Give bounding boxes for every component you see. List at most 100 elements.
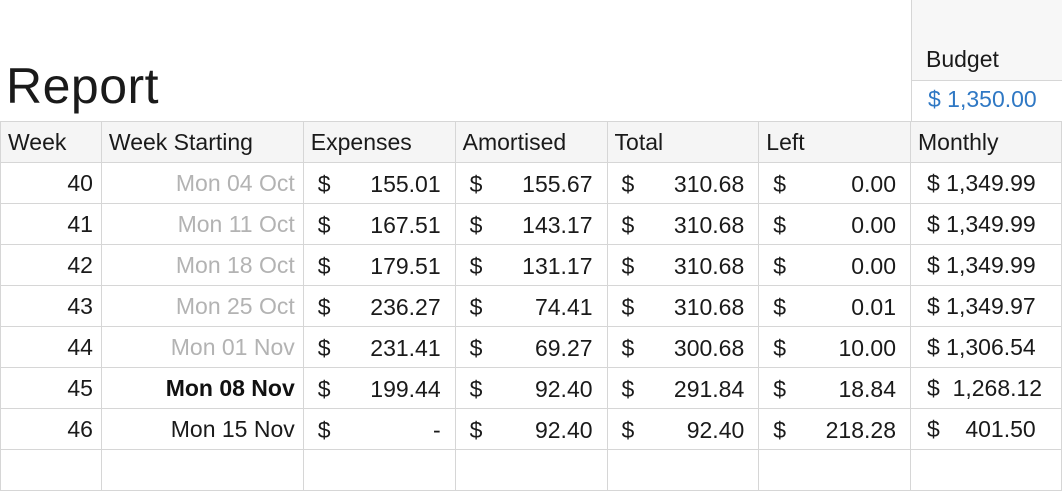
- expenses-cell[interactable]: $236.27: [302, 285, 456, 327]
- budget-panel: Budget $ 1,350.00: [911, 0, 1062, 121]
- amortised-amount: 74.41: [534, 294, 593, 320]
- amortised-amount: 155.67: [522, 171, 593, 197]
- currency-symbol: $: [317, 335, 331, 361]
- currency-symbol: $: [317, 171, 331, 197]
- amortised-cell[interactable]: $92.40: [454, 408, 608, 450]
- total-cell[interactable]: $300.68: [606, 326, 760, 368]
- amortised-cell[interactable]: $155.67: [454, 162, 608, 204]
- week-starting-cell[interactable]: Mon 04 Oct: [100, 162, 304, 204]
- amortised-cell[interactable]: $69.27: [454, 326, 608, 368]
- amortised-cell[interactable]: $131.17: [454, 244, 608, 286]
- report-table: Week Week Starting Expenses Amortised To…: [0, 121, 1062, 491]
- total-cell[interactable]: $310.68: [606, 244, 760, 286]
- empty-cell[interactable]: [910, 449, 1062, 491]
- empty-cell[interactable]: [758, 449, 911, 491]
- table-row: 40 Mon 04 Oct $155.01 $155.67 $310.68 $0.00 $ …: [0, 162, 1062, 204]
- currency-symbol: $: [773, 253, 787, 279]
- monthly-cell[interactable]: $ 1,349.99: [910, 203, 1062, 245]
- monthly-cell[interactable]: $ 1,306.54: [910, 326, 1062, 368]
- expenses-cell[interactable]: $179.51: [302, 244, 456, 286]
- week-cell[interactable]: 43: [0, 285, 102, 327]
- total-cell[interactable]: $310.68: [606, 285, 760, 327]
- week-starting-cell[interactable]: Mon 08 Nov: [100, 367, 304, 409]
- left-amount: 0.01: [851, 294, 896, 320]
- amortised-cell[interactable]: $143.17: [454, 203, 608, 245]
- currency-symbol: $: [773, 212, 787, 238]
- empty-cell[interactable]: [302, 449, 456, 491]
- expenses-cell[interactable]: $167.51: [302, 203, 456, 245]
- amortised-amount: 92.40: [534, 376, 593, 402]
- total-amount: 300.68: [673, 335, 745, 361]
- total-amount: 291.84: [673, 376, 745, 402]
- column-header-amortised[interactable]: Amortised: [454, 121, 608, 163]
- currency-symbol: $: [317, 253, 331, 279]
- monthly-cell[interactable]: $ 1,349.99: [910, 162, 1062, 204]
- week-starting-cell[interactable]: Mon 11 Oct: [100, 203, 304, 245]
- table-row: 42 Mon 18 Oct $179.51 $131.17 $310.68 $0.00 $ …: [0, 244, 1062, 286]
- empty-cell[interactable]: [100, 449, 304, 491]
- expenses-cell[interactable]: $231.41: [302, 326, 456, 368]
- table-row: 45 Mon 08 Nov $199.44 $92.40 $291.84 $18.84 $ …: [0, 367, 1062, 409]
- total-amount: 92.40: [686, 417, 745, 443]
- monthly-cell[interactable]: $ 1,268.12: [910, 367, 1062, 409]
- week-starting-cell[interactable]: Mon 01 Nov: [100, 326, 304, 368]
- total-cell[interactable]: $310.68: [606, 203, 760, 245]
- left-cell[interactable]: $0.01: [758, 285, 911, 327]
- week-cell[interactable]: 44: [0, 326, 102, 368]
- empty-cell[interactable]: [0, 449, 102, 491]
- left-amount: 10.00: [838, 335, 896, 361]
- expenses-cell[interactable]: $ -: [302, 408, 456, 450]
- week-cell[interactable]: 46: [0, 408, 102, 450]
- column-header-week-starting[interactable]: Week Starting: [100, 121, 304, 163]
- week-starting-cell[interactable]: Mon 25 Oct: [100, 285, 304, 327]
- total-amount: 310.68: [673, 294, 745, 320]
- expenses-cell[interactable]: $199.44: [302, 367, 456, 409]
- expenses-cell[interactable]: $155.01: [302, 162, 456, 204]
- left-amount: 218.28: [825, 417, 896, 443]
- currency-symbol: $: [469, 253, 483, 279]
- expenses-amount: 179.51: [370, 253, 441, 279]
- currency-symbol: $: [469, 212, 483, 238]
- week-starting-cell[interactable]: Mon 18 Oct: [100, 244, 304, 286]
- monthly-cell[interactable]: $ 1,349.99: [910, 244, 1062, 286]
- amortised-cell[interactable]: $74.41: [454, 285, 608, 327]
- expenses-amount: 167.51: [370, 212, 441, 238]
- currency-symbol: $: [469, 171, 483, 197]
- total-cell[interactable]: $310.68: [606, 162, 760, 204]
- monthly-cell[interactable]: $ 1,349.97: [910, 285, 1062, 327]
- left-cell[interactable]: $18.84: [758, 367, 911, 409]
- expenses-amount: 155.01: [370, 171, 441, 197]
- left-amount: 0.00: [851, 212, 896, 238]
- total-amount: 310.68: [673, 212, 745, 238]
- week-cell[interactable]: 45: [0, 367, 102, 409]
- currency-symbol: $: [621, 294, 635, 320]
- column-header-week[interactable]: Week: [0, 121, 102, 163]
- currency-symbol: $: [621, 253, 635, 279]
- left-cell[interactable]: $10.00: [758, 326, 911, 368]
- week-cell[interactable]: 40: [0, 162, 102, 204]
- column-header-monthly[interactable]: Monthly: [910, 121, 1062, 163]
- empty-cell[interactable]: [454, 449, 608, 491]
- left-cell[interactable]: $0.00: [758, 162, 911, 204]
- budget-value-cell[interactable]: $ 1,350.00: [912, 81, 1062, 121]
- monthly-cell[interactable]: $ 401.50: [910, 408, 1062, 450]
- left-cell[interactable]: $218.28: [758, 408, 911, 450]
- column-header-total[interactable]: Total: [606, 121, 760, 163]
- currency-symbol: $: [469, 294, 483, 320]
- column-header-expenses[interactable]: Expenses: [302, 121, 456, 163]
- total-cell[interactable]: $291.84: [606, 367, 760, 409]
- expenses-amount: 236.27: [370, 294, 441, 320]
- total-cell[interactable]: $92.40: [606, 408, 760, 450]
- currency-symbol: $: [469, 417, 483, 443]
- currency-symbol: $: [317, 294, 331, 320]
- amortised-amount: 92.40: [534, 417, 593, 443]
- week-cell[interactable]: 42: [0, 244, 102, 286]
- table-row: 44 Mon 01 Nov $231.41 $69.27 $300.68 $10.00 $ …: [0, 326, 1062, 368]
- amortised-cell[interactable]: $92.40: [454, 367, 608, 409]
- left-cell[interactable]: $0.00: [758, 244, 911, 286]
- column-header-left[interactable]: Left: [758, 121, 911, 163]
- week-cell[interactable]: 41: [0, 203, 102, 245]
- empty-cell[interactable]: [606, 449, 760, 491]
- week-starting-cell[interactable]: Mon 15 Nov: [100, 408, 304, 450]
- left-cell[interactable]: $0.00: [758, 203, 911, 245]
